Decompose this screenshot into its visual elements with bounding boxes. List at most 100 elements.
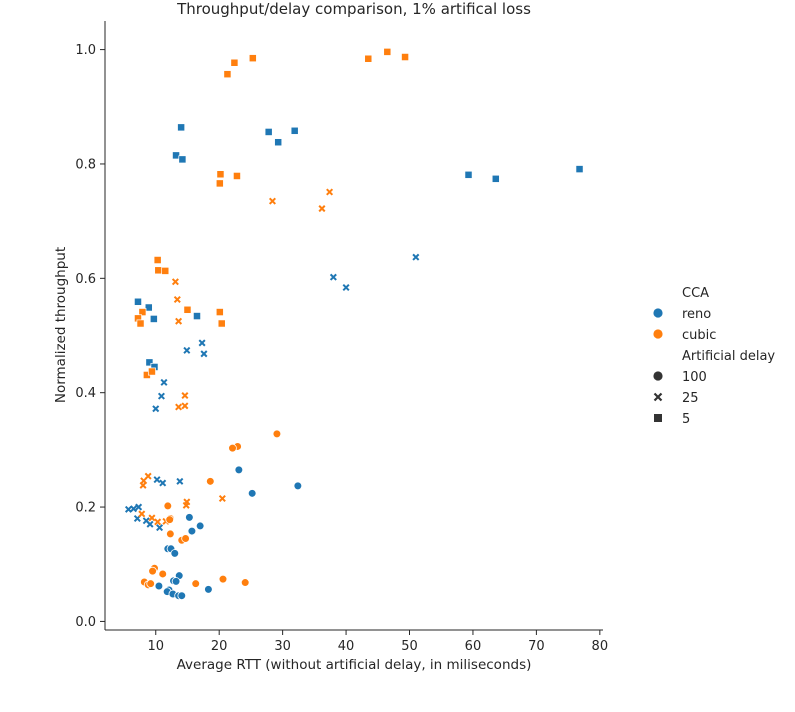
data-point-reno-delay-5 <box>134 297 142 306</box>
data-point-cubic-delay-25 <box>148 514 156 522</box>
data-point-cubic-delay-25 <box>138 510 146 518</box>
x-tick-label: 60 <box>465 639 482 654</box>
data-point-reno-delay-100 <box>293 481 303 491</box>
data-point-cubic-delay-5 <box>383 47 392 56</box>
x-tick-label: 30 <box>274 639 291 654</box>
legend-delay-25-marker <box>653 392 663 402</box>
points-layer <box>124 47 584 600</box>
data-point-cubic-delay-25 <box>218 494 226 502</box>
data-point-reno-delay-5 <box>464 170 473 179</box>
data-point-cubic-delay-25 <box>175 317 183 325</box>
data-point-reno-delay-25 <box>159 479 167 487</box>
legend-cubic-label: cubic <box>682 328 716 343</box>
y-tick-label: 1.0 <box>75 43 96 58</box>
data-point-reno-delay-5 <box>274 138 283 147</box>
data-point-cubic-delay-25 <box>326 188 334 196</box>
data-point-reno-delay-5 <box>178 155 187 164</box>
data-point-cubic-delay-5 <box>401 53 410 61</box>
data-point-cubic-delay-5 <box>183 305 192 314</box>
data-point-cubic-delay-25 <box>181 392 189 400</box>
data-point-reno-delay-5 <box>177 123 186 132</box>
data-point-cubic-delay-5 <box>153 256 162 264</box>
y-tick-label: 0.0 <box>75 615 96 630</box>
data-point-reno-delay-5 <box>193 312 201 321</box>
data-point-cubic-delay-100 <box>158 569 168 579</box>
data-point-cubic-delay-5 <box>217 319 226 328</box>
data-point-cubic-delay-100 <box>181 534 190 543</box>
legend-delay-100-label: 100 <box>682 370 707 385</box>
data-point-reno-delay-100 <box>170 549 180 558</box>
data-point-cubic-delay-25 <box>173 295 181 303</box>
data-point-cubic-delay-5 <box>147 367 156 376</box>
data-point-cubic-delay-100 <box>146 579 155 588</box>
legend-cubic-marker <box>653 329 663 339</box>
ticks-layer: 10 20 30 40 50 60 70 80 0.0 0.2 0.4 0.6 0.8 1.0 <box>75 43 608 654</box>
data-point-reno-delay-25 <box>157 392 165 400</box>
data-point-cubic-delay-25 <box>182 501 190 509</box>
x-axis-label: Average RTT (without artificial delay, i… <box>177 657 532 673</box>
data-point-reno-delay-5 <box>145 358 154 367</box>
data-point-reno-delay-25 <box>160 378 168 386</box>
data-point-cubic-delay-100 <box>272 429 282 439</box>
y-tick-label: 0.2 <box>75 501 96 516</box>
data-point-reno-delay-25 <box>329 273 337 281</box>
data-point-cubic-delay-5 <box>136 319 145 328</box>
data-point-reno-delay-5 <box>575 165 584 174</box>
data-point-reno-delay-100 <box>177 591 187 600</box>
data-point-reno-delay-25 <box>412 253 420 261</box>
data-point-reno-delay-100 <box>187 526 197 536</box>
data-point-cubic-delay-5 <box>233 172 241 180</box>
data-point-cubic-delay-25 <box>139 481 147 489</box>
data-point-cubic-delay-5 <box>248 54 257 63</box>
data-point-cubic-delay-25 <box>175 403 183 411</box>
data-point-reno-delay-100 <box>247 489 257 498</box>
data-point-reno-delay-25 <box>146 520 154 528</box>
data-point-reno-delay-25 <box>152 405 160 413</box>
legend-reno-label: reno <box>682 307 711 322</box>
data-point-reno-delay-25 <box>198 339 206 347</box>
data-point-reno-delay-5 <box>491 174 500 183</box>
data-point-reno-delay-5 <box>144 303 153 312</box>
x-tick-label: 40 <box>338 639 355 654</box>
y-axis-label: Normalized throughput <box>53 247 69 403</box>
data-point-cubic-delay-5 <box>230 58 239 67</box>
legend-reno-marker <box>653 308 663 318</box>
data-point-reno-delay-25 <box>342 283 350 291</box>
data-point-reno-delay-25 <box>156 524 164 532</box>
data-point-reno-delay-5 <box>149 314 158 323</box>
data-point-reno-delay-100 <box>185 513 194 522</box>
data-point-reno-delay-100 <box>154 581 164 591</box>
data-point-reno-delay-25 <box>135 503 143 511</box>
data-point-cubic-delay-25 <box>154 518 162 526</box>
legend-delay-100-marker <box>653 371 663 381</box>
data-point-reno-delay-25 <box>124 505 132 513</box>
data-point-cubic-delay-100 <box>206 477 215 486</box>
data-point-cubic-delay-100 <box>165 515 175 524</box>
x-tick-label: 80 <box>592 639 609 654</box>
data-point-cubic-delay-25 <box>181 402 189 410</box>
legend-delay-5-marker <box>654 414 662 422</box>
data-point-cubic-delay-100 <box>218 574 228 584</box>
data-point-cubic-delay-5 <box>215 308 224 317</box>
data-point-cubic-delay-5 <box>161 266 170 275</box>
x-tick-label: 10 <box>147 639 164 654</box>
data-point-cubic-delay-100 <box>163 501 173 511</box>
x-tick-label: 70 <box>528 639 545 654</box>
data-point-cubic-delay-25 <box>268 197 276 205</box>
data-point-cubic-delay-100 <box>228 443 237 453</box>
data-point-cubic-delay-5 <box>154 266 163 275</box>
y-tick-label: 0.6 <box>75 272 96 287</box>
y-tick-label: 0.8 <box>75 157 96 172</box>
data-point-cubic-delay-100 <box>240 578 250 587</box>
legend-style-title: Artificial delay <box>682 349 775 364</box>
legend: CCA reno cubic Artificial delay 100 25 5 <box>653 286 775 427</box>
data-point-reno-delay-25 <box>176 477 184 485</box>
data-point-cubic-delay-25 <box>318 205 326 213</box>
chart-title: Throughput/delay comparison, 1% artifica… <box>176 0 531 18</box>
data-point-cubic-delay-5 <box>215 179 224 188</box>
legend-delay-25-label: 25 <box>682 391 699 406</box>
x-tick-label: 50 <box>401 639 418 654</box>
data-point-reno-delay-100 <box>234 465 244 475</box>
data-point-reno-delay-5 <box>264 127 273 136</box>
